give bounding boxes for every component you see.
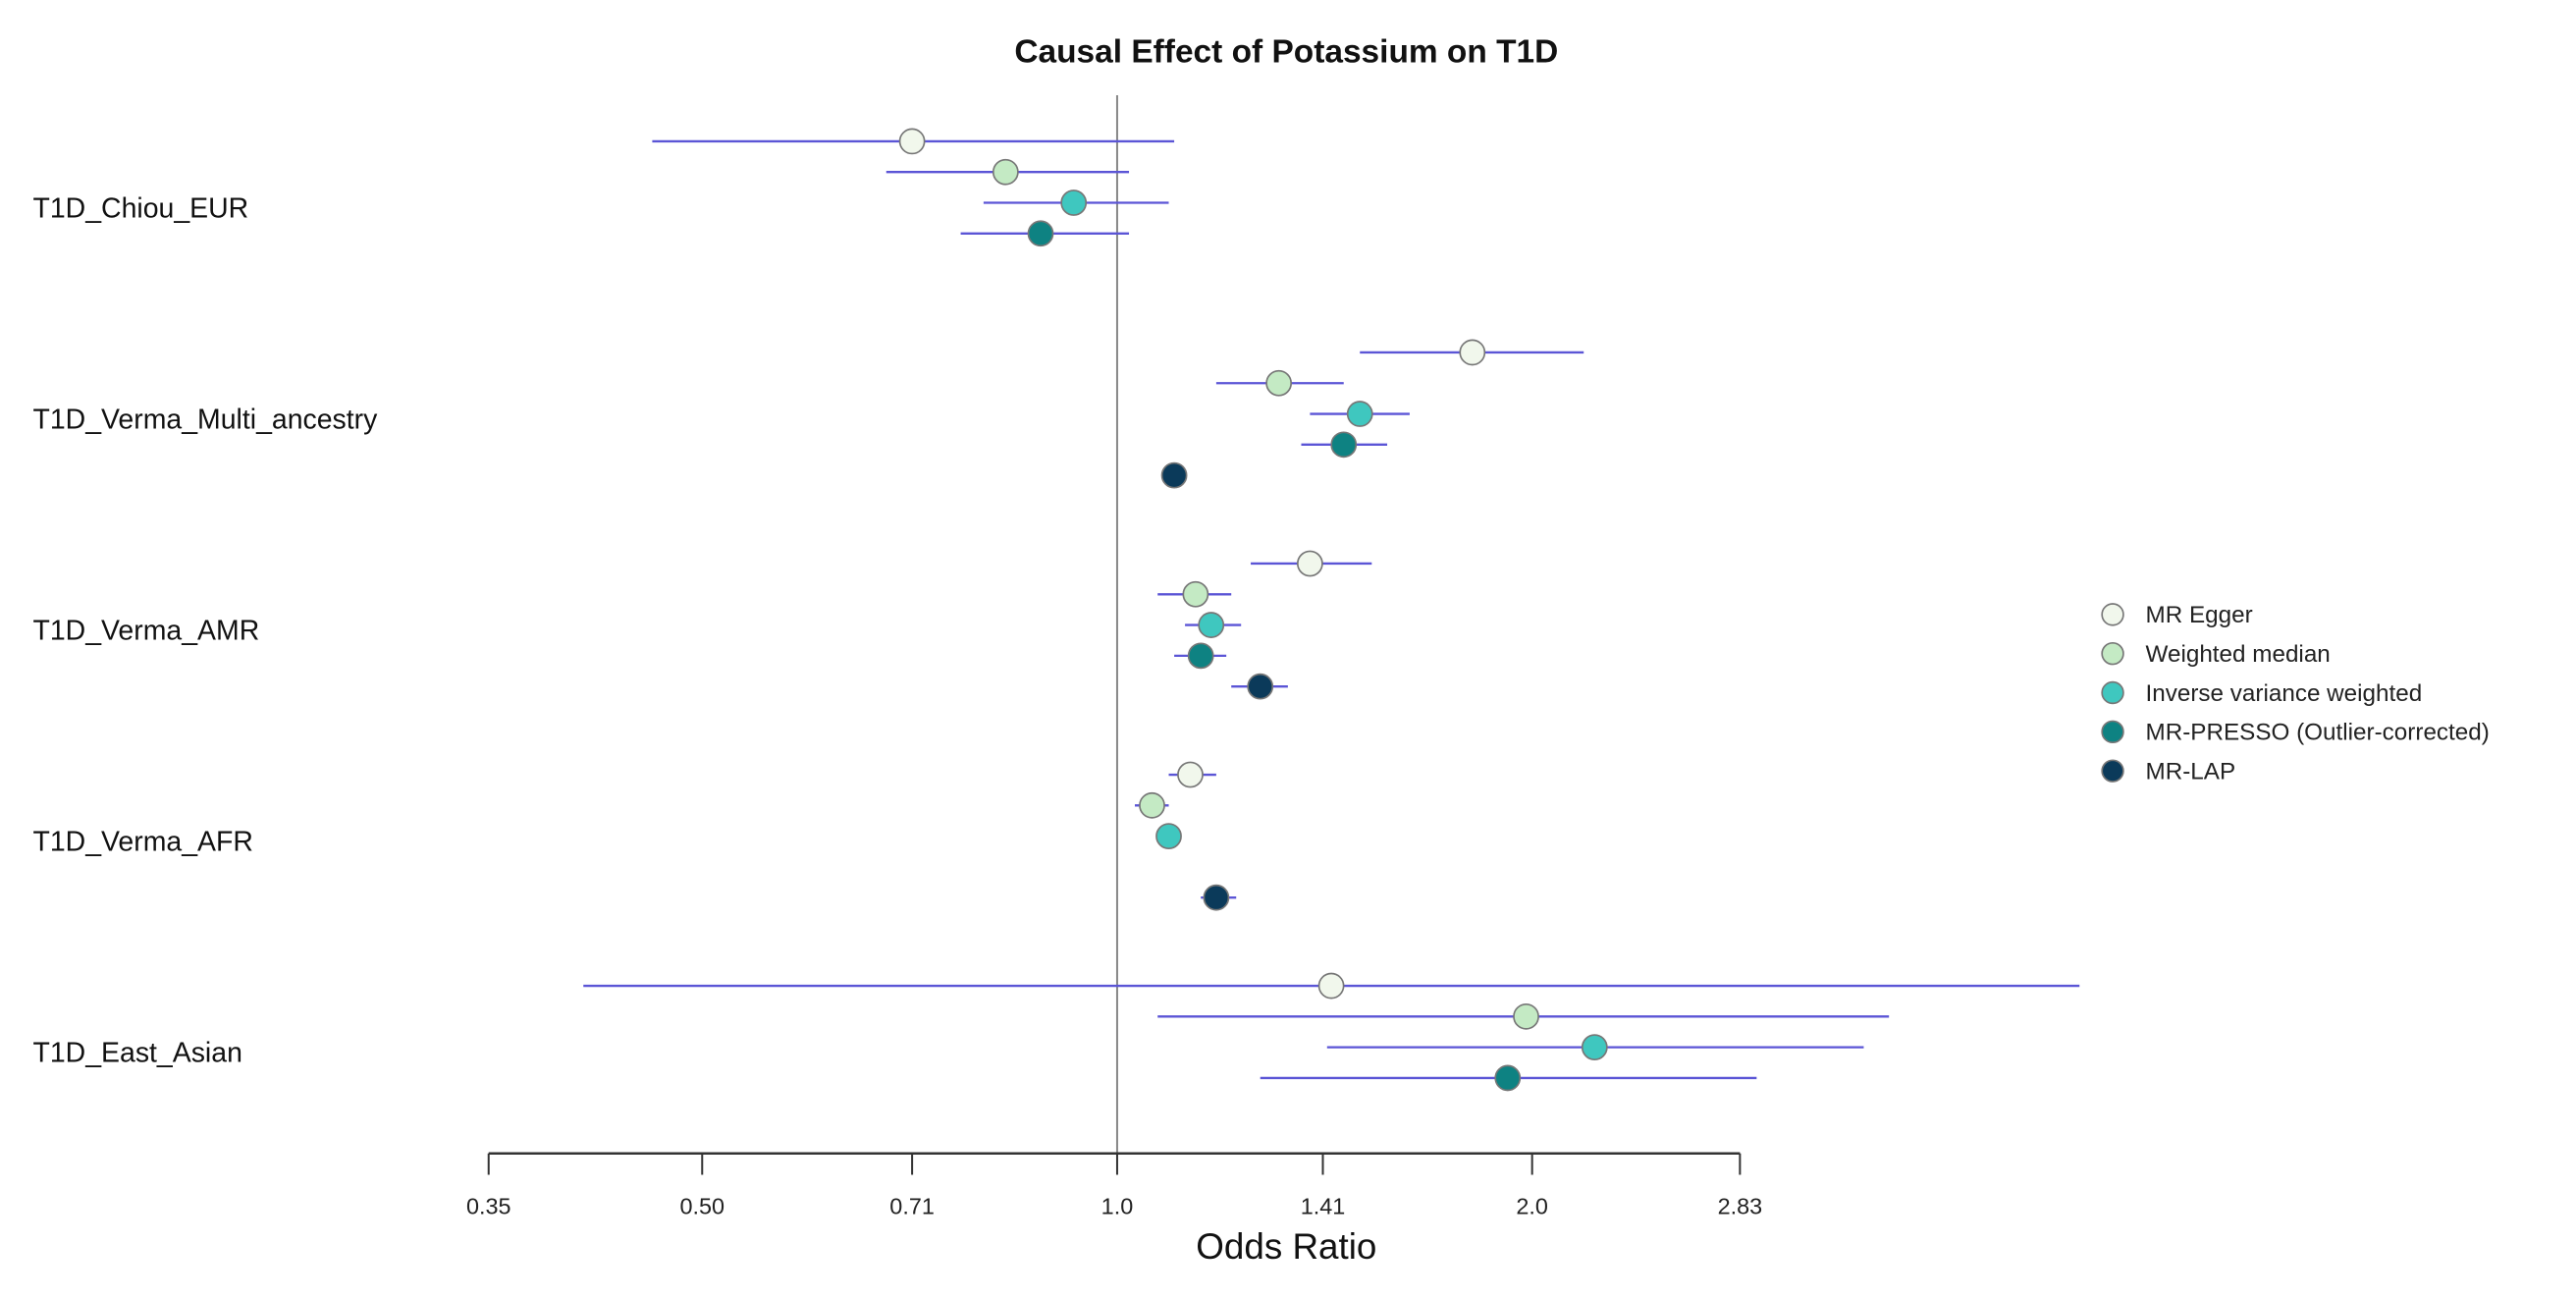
point-estimate	[1198, 612, 1225, 638]
study-label: T1D_Verma_Multi_ancestry	[33, 405, 379, 436]
point-estimate	[1203, 884, 1230, 911]
legend-marker	[2101, 641, 2124, 666]
point-estimate	[898, 128, 926, 155]
point-estimate	[1513, 1002, 1539, 1030]
study-label: T1D_Verma_AMR	[33, 616, 260, 647]
study-label: T1D_Verma_AFR	[33, 827, 253, 858]
x-tick-label: 0.50	[679, 1194, 724, 1219]
point-estimate	[1160, 461, 1188, 489]
point-estimate	[1494, 1064, 1522, 1092]
point-estimate	[1265, 369, 1293, 397]
x-tick-label: 2.83	[1718, 1194, 1763, 1219]
x-tick-label: 0.35	[466, 1194, 511, 1219]
legend-label: MR Egger	[2146, 602, 2253, 628]
x-tick-label: 1.0	[1101, 1194, 1134, 1219]
estimates	[583, 128, 2080, 1092]
study-labels: T1D_Chiou_EUR T1D_Verma_Multi_ancestry T1D…	[33, 193, 379, 1069]
legend-marker	[2101, 759, 2124, 783]
point-estimate	[1027, 220, 1054, 247]
point-estimate	[1296, 550, 1323, 577]
point-estimate	[1155, 823, 1182, 849]
legend-label: Weighted median	[2146, 641, 2331, 668]
point-estimate	[1139, 791, 1165, 819]
legend-label: MR-PRESSO (Outlier-corrected)	[2146, 720, 2490, 746]
point-estimate	[1060, 189, 1088, 216]
point-estimate	[1581, 1034, 1608, 1061]
point-estimate	[1177, 761, 1204, 788]
legend: MR Egger Weighted median Inverse variance …	[2101, 602, 2490, 785]
study-label: T1D_Chiou_EUR	[33, 193, 249, 225]
point-estimate	[992, 158, 1019, 186]
point-estimate	[1459, 339, 1486, 366]
x-tick-label: 2.0	[1516, 1194, 1548, 1219]
point-estimate	[1346, 401, 1373, 427]
legend-label: MR-LAP	[2146, 759, 2236, 785]
x-tick-label: 1.41	[1301, 1194, 1346, 1219]
point-estimate	[1330, 431, 1358, 459]
point-estimate	[1247, 673, 1274, 700]
point-estimate	[1187, 642, 1214, 670]
legend-marker	[2101, 680, 2124, 705]
study-label: T1D_East_Asian	[33, 1038, 242, 1069]
point-estimate	[1182, 580, 1209, 608]
x-axis-label: Odds Ratio	[1196, 1226, 1376, 1267]
point-estimate	[1317, 972, 1345, 1000]
chart-title: Causal Effect of Potassium on T1D	[1014, 34, 1558, 71]
legend-label: Inverse variance weighted	[2146, 680, 2423, 707]
legend-marker	[2101, 720, 2124, 744]
legend-marker	[2101, 603, 2124, 626]
x-tick-label: 0.71	[889, 1194, 935, 1219]
x-axis: 0.35 0.50 0.71 1.0 1.41 2.0 2.83	[466, 1152, 1763, 1219]
